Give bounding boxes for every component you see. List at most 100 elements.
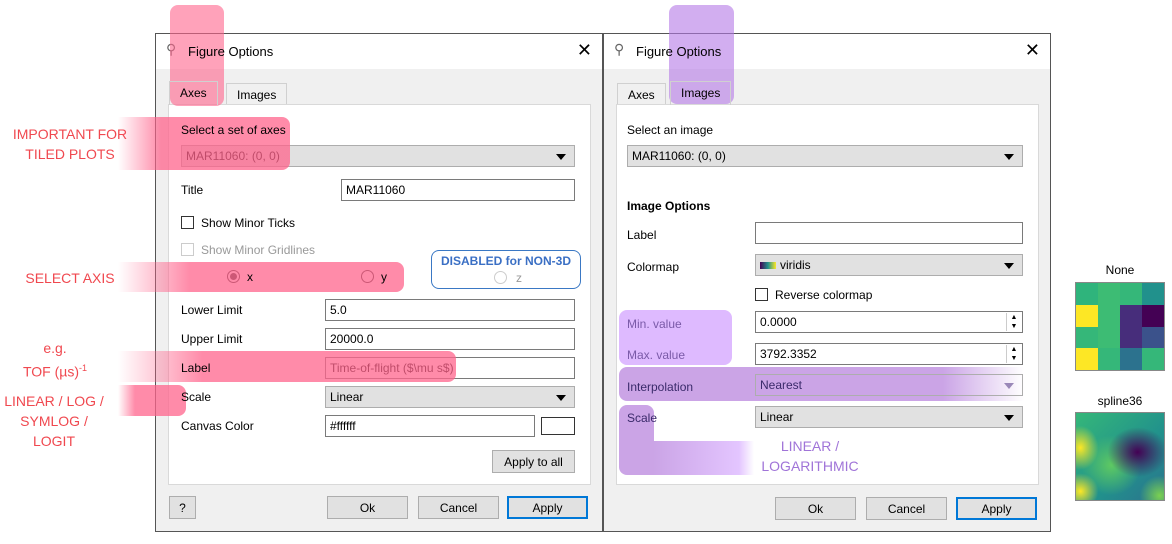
dialog-title: Figure Options [636, 44, 722, 59]
scale-label: Scale [181, 390, 212, 404]
image-scale-label: Scale [627, 411, 658, 425]
axes-dialog: ⚲ Figure Options ✕ Axes Images Select a … [155, 33, 603, 532]
title-input[interactable]: MAR11060 [341, 179, 575, 201]
help-button[interactable]: ? [169, 496, 196, 519]
apply-button[interactable]: Apply [956, 497, 1037, 520]
pixel-cell [1142, 348, 1164, 370]
min-value-spinbox[interactable]: 0.0000 ▲ ▼ [755, 311, 1023, 333]
interpolation-select[interactable]: Nearest [755, 374, 1023, 396]
axis-label-label: Label [181, 361, 211, 375]
lower-limit-label: Lower Limit [181, 303, 243, 317]
note-disabled: DISABLED for NON-3D [440, 254, 571, 268]
note-eg: e.g. [43, 340, 67, 356]
images-panel: Select an image MAR11060: (0, 0) Image O… [616, 104, 1039, 485]
radio-y-label: y [381, 270, 387, 284]
select-axes-label: Select a set of axes [181, 123, 286, 137]
image-label-input[interactable] [755, 222, 1023, 244]
max-value-spinbox[interactable]: 3792.3352 ▲ ▼ [755, 343, 1023, 365]
lower-limit-input[interactable]: 5.0 [325, 299, 575, 321]
pixel-cell [1076, 326, 1098, 349]
min-value: 0.0000 [760, 315, 797, 329]
viridis-swatch-icon [760, 262, 776, 269]
pixel-cell [1098, 326, 1120, 349]
spin-arrows-icon[interactable]: ▲ ▼ [1006, 313, 1021, 331]
cancel-button[interactable]: Cancel [866, 497, 947, 520]
note-scales: LINEAR / LOG / SYMLOG / LOGIT [4, 393, 104, 449]
pixel-cell [1142, 283, 1164, 305]
pixel-cell [1098, 348, 1120, 370]
title-bar: ⚲ Figure Options ✕ [604, 34, 1050, 69]
pixel-cell [1076, 283, 1098, 305]
minor-gridlines-checkbox[interactable] [181, 243, 194, 256]
canvas-color-input[interactable]: #ffffff [325, 415, 535, 437]
pixel-cell [1098, 283, 1120, 305]
note-image-scales: LINEAR / LOGARITHMIC [761, 438, 859, 474]
ok-button[interactable]: Ok [775, 497, 856, 520]
pixel-cell [1076, 348, 1098, 370]
note-tiled: IMPORTANT FOR TILED PLOTS [12, 126, 128, 162]
minor-ticks-checkbox[interactable] [181, 216, 194, 229]
reverse-colormap-checkbox[interactable] [755, 288, 768, 301]
colormap-select[interactable]: viridis [755, 254, 1023, 276]
pixel-cell [1120, 304, 1142, 327]
close-icon[interactable]: ✕ [1024, 40, 1040, 60]
upper-limit-input[interactable]: 20000.0 [325, 328, 575, 350]
min-value-label: Min. value [627, 317, 682, 331]
ok-button[interactable]: Ok [327, 496, 408, 519]
canvas-color-swatch[interactable] [541, 417, 575, 435]
image-options-heading: Image Options [627, 199, 711, 213]
radio-z[interactable] [494, 271, 507, 284]
close-icon[interactable]: ✕ [576, 40, 592, 60]
spline36-example-image [1075, 412, 1165, 501]
pixel-cell [1142, 326, 1164, 349]
radio-y[interactable] [361, 270, 374, 283]
dialog-title: Figure Options [188, 44, 274, 59]
axes-select[interactable]: MAR11060: (0, 0) [181, 145, 575, 167]
axes-panel: Select a set of axes MAR11060: (0, 0) Ti… [168, 104, 591, 485]
spin-arrows-icon[interactable]: ▲ ▼ [1006, 345, 1021, 363]
app-icon: ⚲ [614, 41, 625, 57]
scale-select[interactable]: Linear [325, 386, 575, 408]
apply-button[interactable]: Apply [507, 496, 588, 519]
pixel-cell [1076, 304, 1098, 327]
app-icon: ⚲ [166, 41, 177, 57]
pixel-cell [1120, 326, 1142, 349]
tof-text: TOF (µs) [22, 363, 79, 380]
cancel-button[interactable]: Cancel [418, 496, 499, 519]
tab-images[interactable]: Images [670, 81, 732, 105]
canvas-color-label: Canvas Color [181, 419, 254, 433]
max-value-label: Max. value [627, 348, 686, 362]
image-select[interactable]: MAR11060: (0, 0) [627, 145, 1023, 167]
tab-images[interactable]: Images [226, 83, 288, 105]
tab-axes[interactable]: Axes [617, 83, 666, 105]
reverse-colormap-label: Reverse colormap [775, 288, 873, 302]
nearest-example-image [1075, 282, 1165, 371]
pixel-cell [1120, 283, 1142, 305]
pixel-cell [1142, 304, 1164, 327]
image-label-label: Label [627, 228, 657, 242]
title-label: Title [181, 183, 204, 197]
disabled-box: DISABLED for NON-3D z [431, 250, 581, 289]
radio-z-label: z [516, 271, 522, 285]
tab-axes[interactable]: Axes [169, 81, 218, 105]
pixel-cell [1098, 304, 1120, 327]
image-scale-select[interactable]: Linear [755, 406, 1023, 428]
max-value: 3792.3352 [760, 347, 817, 361]
minor-ticks-label: Show Minor Ticks [201, 216, 296, 230]
select-image-label: Select an image [627, 123, 714, 137]
note-tof: TOF (µs)-1 [5, 358, 105, 382]
radio-x-label: x [247, 270, 253, 284]
tof-sup: -1 [79, 363, 88, 373]
axis-label-input[interactable]: Time-of-flight ($\mu s$) [325, 357, 575, 379]
spline-label: spline36 [1097, 394, 1143, 408]
colormap-value: viridis [780, 258, 811, 272]
title-bar: ⚲ Figure Options ✕ [156, 34, 602, 69]
note-select-axis: SELECT AXIS [25, 270, 115, 286]
radio-x[interactable] [227, 270, 240, 283]
upper-limit-label: Upper Limit [181, 332, 243, 346]
minor-gridlines-label: Show Minor Gridlines [201, 243, 316, 257]
colormap-label: Colormap [627, 260, 680, 274]
interpolation-label: Interpolation [627, 380, 694, 394]
pixel-cell [1120, 348, 1142, 370]
apply-to-all-button[interactable]: Apply to all [492, 450, 575, 473]
